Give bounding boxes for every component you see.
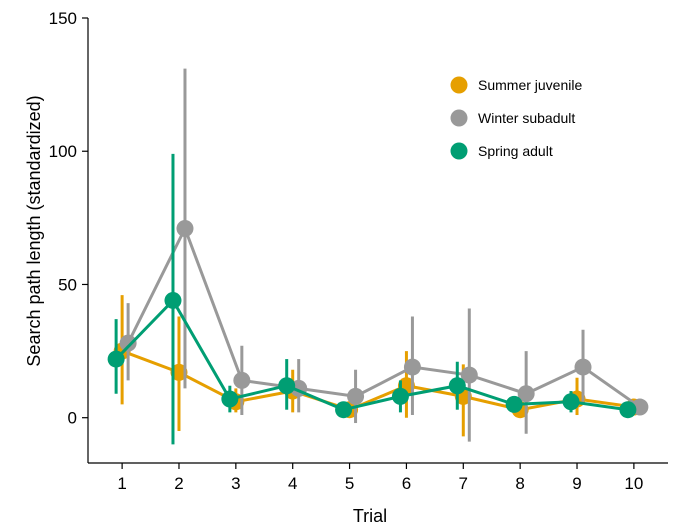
legend-label: Spring adult bbox=[478, 143, 553, 159]
data-point bbox=[574, 358, 592, 376]
x-tick-label: 4 bbox=[288, 474, 297, 493]
x-tick-label: 2 bbox=[174, 474, 183, 493]
x-tick-label: 9 bbox=[572, 474, 581, 493]
legend-label: Summer juvenile bbox=[478, 77, 582, 93]
x-tick-label: 5 bbox=[345, 474, 354, 493]
x-tick-label: 1 bbox=[117, 474, 126, 493]
y-tick-label: 150 bbox=[49, 9, 77, 28]
x-tick-label: 8 bbox=[515, 474, 524, 493]
legend-label: Winter subadult bbox=[478, 110, 575, 126]
data-point bbox=[517, 385, 535, 403]
data-point bbox=[403, 358, 421, 376]
legend-marker bbox=[450, 76, 468, 94]
series-line bbox=[115, 297, 629, 412]
series-line bbox=[121, 349, 635, 412]
data-point bbox=[233, 371, 251, 389]
series-summer-juvenile bbox=[113, 295, 643, 437]
data-point bbox=[107, 350, 125, 368]
series-spring-adult bbox=[107, 153, 637, 445]
x-axis-label: Trial bbox=[353, 506, 387, 526]
x-tick-label: 3 bbox=[231, 474, 240, 493]
data-point bbox=[460, 366, 478, 384]
data-point bbox=[505, 395, 523, 413]
y-tick-label: 100 bbox=[49, 142, 77, 161]
data-point bbox=[335, 401, 353, 419]
x-tick-label: 7 bbox=[459, 474, 468, 493]
data-point bbox=[391, 387, 409, 405]
series-line bbox=[126, 224, 641, 409]
data-point bbox=[448, 377, 466, 395]
y-tick-label: 0 bbox=[68, 409, 77, 428]
data-point bbox=[347, 387, 365, 405]
axes: 0 50 100 150 1 2 3 4 5 6 7 8 9 10 bbox=[49, 9, 668, 493]
series-layer bbox=[107, 68, 649, 445]
data-point bbox=[164, 291, 182, 309]
data-point bbox=[221, 390, 239, 408]
x-tick-label: 10 bbox=[624, 474, 643, 493]
data-point bbox=[119, 334, 137, 352]
data-point bbox=[562, 393, 580, 411]
legend-marker bbox=[450, 109, 468, 127]
legend: Summer juvenile Winter subadult Spring adu… bbox=[450, 76, 582, 160]
data-point bbox=[170, 363, 188, 381]
y-tick-label: 50 bbox=[58, 275, 77, 294]
legend-marker bbox=[450, 142, 468, 160]
data-point bbox=[176, 220, 194, 238]
x-tick-label: 6 bbox=[402, 474, 411, 493]
data-point bbox=[278, 377, 296, 395]
data-point bbox=[619, 401, 637, 419]
y-axis-label: Search path length (standardized) bbox=[24, 95, 44, 366]
